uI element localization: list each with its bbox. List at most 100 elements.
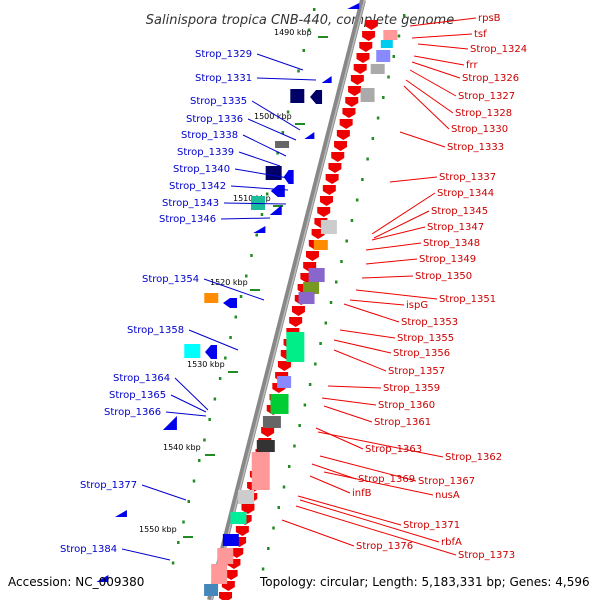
tick-dot (355, 198, 359, 202)
tick-dot (203, 438, 206, 442)
gene-label-right: Strop_1356 (393, 348, 450, 359)
leader-line (413, 55, 465, 66)
leader-line (339, 329, 396, 339)
gene-arrow (205, 345, 218, 359)
tick-dot (171, 561, 175, 565)
gene-arrow (310, 90, 323, 104)
gene-label-left: Strop_1365 (109, 390, 166, 401)
tick-dot (276, 151, 279, 155)
gene-box (256, 440, 275, 452)
gene-label-right: Strop_1348 (423, 238, 480, 249)
gene-arrow (241, 504, 255, 514)
gene-arrow (342, 108, 356, 118)
right-strand-genes (204, 20, 398, 600)
gene-label-right: Strop_1337 (439, 172, 496, 183)
leader-line (299, 499, 440, 543)
gene-arrow (224, 570, 238, 580)
gene-label-right: Strop_1361 (374, 417, 431, 428)
tick-dot (345, 239, 348, 243)
gene-box (251, 452, 270, 490)
gene-box (370, 64, 385, 74)
gene-arrow (353, 64, 367, 74)
label-leader-lines (121, 17, 477, 561)
gene-box (290, 89, 305, 103)
gene-arrow (364, 20, 378, 30)
gene-arrow (339, 119, 353, 129)
kbp-label: 1530 kbp (187, 360, 225, 369)
gene-label-right: Strop_1326 (462, 73, 519, 84)
gene-arrow (289, 317, 303, 327)
gene-box (275, 141, 290, 148)
tick-dot (387, 75, 390, 79)
gene-arrow (328, 163, 342, 173)
tick-dot (234, 315, 238, 319)
tick-dot (272, 526, 275, 530)
tick-dot (314, 362, 317, 366)
gene-box (270, 394, 289, 414)
leader-line (417, 43, 469, 50)
gene-box (376, 50, 391, 62)
gene-label-right: Strop_1369 (358, 474, 415, 485)
tick-dot (402, 14, 406, 17)
leader-line (409, 69, 457, 97)
gene-label-right: ispG (406, 300, 428, 311)
gene-arrow (350, 75, 364, 85)
gene-arrowhead (347, 3, 360, 9)
tick-dot (382, 96, 385, 99)
tick-dot (308, 383, 312, 386)
tick-dot (319, 342, 322, 345)
leader-line (281, 519, 355, 547)
gene-label-right: tsf (474, 29, 487, 40)
gene-label-right: Strop_1367 (418, 476, 475, 487)
leader-line (333, 349, 387, 372)
tick-dot (192, 479, 196, 483)
gene-box (286, 332, 305, 362)
leader-line (256, 53, 304, 71)
tick-dot (312, 8, 316, 11)
left-strand-genes (96, 3, 360, 582)
gene-box (211, 564, 228, 584)
tick-dot (397, 34, 401, 38)
gene-label-left: Strop_1335 (190, 96, 247, 107)
gene-label-right: Strop_1345 (431, 206, 488, 217)
gene-box (251, 196, 266, 210)
gene-box (238, 490, 255, 504)
leader-line (323, 405, 373, 423)
leader-line (373, 210, 430, 239)
tick-dot (182, 520, 185, 524)
tick-dot (177, 541, 180, 544)
gene-label-left: Strop_1329 (195, 49, 252, 60)
leader-line (203, 278, 265, 301)
gene-arrow (317, 207, 331, 217)
tick-dot (329, 301, 333, 304)
tick-dot (293, 444, 296, 448)
leader-line (411, 61, 461, 79)
gene-arrow (345, 97, 359, 107)
map-title: Salinispora tropica CNB-440, complete ge… (146, 13, 454, 28)
tick-dot (376, 116, 380, 120)
gene-arrowhead (96, 575, 109, 582)
gene-arrow (334, 141, 348, 151)
gene-box (222, 534, 239, 546)
gene-arrow (359, 42, 373, 52)
gene-box (308, 268, 325, 282)
leader-line (349, 299, 405, 306)
tick-dot (208, 418, 211, 421)
gene-arrowhead (114, 510, 127, 517)
gene-label-right: Strop_1351 (439, 294, 496, 305)
leader-line (256, 77, 317, 81)
tick-dot (302, 49, 306, 52)
gene-label-left: Strop_1342 (169, 181, 226, 192)
leader-line (365, 242, 422, 251)
tick-dot (239, 295, 243, 298)
leader-line (223, 202, 287, 205)
tick-dot (260, 213, 264, 216)
kbp-label: 1550 kbp (139, 525, 177, 534)
gene-box (320, 220, 337, 234)
tick-dot (297, 69, 300, 73)
gene-arrow (348, 86, 362, 96)
gene-label-left: Strop_1364 (113, 373, 170, 384)
gene-label-left: Strop_1338 (181, 130, 238, 141)
